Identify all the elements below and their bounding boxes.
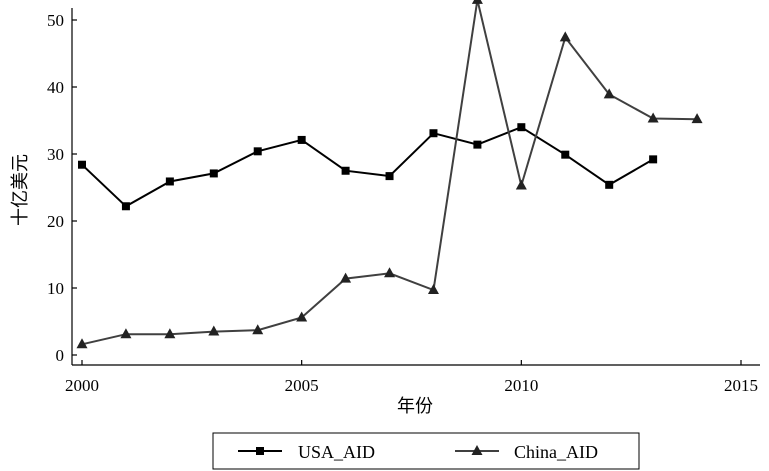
data-point bbox=[385, 172, 394, 181]
series-China_AID bbox=[76, 0, 703, 349]
data-point bbox=[427, 284, 439, 295]
axes bbox=[71, 8, 760, 366]
y-tick-label: 30 bbox=[47, 145, 64, 164]
data-point bbox=[515, 179, 527, 190]
series-USA_AID bbox=[78, 123, 658, 211]
data-point bbox=[341, 166, 350, 175]
data-point bbox=[649, 155, 658, 164]
data-point bbox=[561, 150, 570, 159]
data-point bbox=[691, 113, 703, 124]
data-point bbox=[78, 160, 86, 169]
data-point bbox=[559, 31, 571, 42]
data-point bbox=[473, 140, 482, 149]
data-point bbox=[605, 180, 614, 189]
y-tick-label: 10 bbox=[47, 279, 64, 298]
legend-usa-label: USA_AID bbox=[298, 442, 375, 462]
y-tick-label: 20 bbox=[47, 212, 64, 231]
data-point bbox=[121, 202, 130, 211]
y-ticks: 0 10 20 30 40 50 bbox=[47, 11, 77, 365]
series-line bbox=[81, 126, 654, 208]
legend-box bbox=[212, 432, 640, 470]
x-tick-label: 2015 bbox=[724, 376, 758, 395]
legend-china-marker bbox=[471, 445, 483, 455]
data-point bbox=[208, 325, 220, 336]
data-point bbox=[165, 177, 174, 186]
data-point bbox=[340, 272, 352, 283]
data-point bbox=[603, 88, 615, 99]
data-point bbox=[296, 311, 308, 322]
data-point bbox=[252, 324, 264, 335]
x-axis-label: 年份 bbox=[397, 396, 433, 416]
data-point bbox=[164, 328, 176, 339]
y-axis-label: 十亿美元 bbox=[10, 154, 30, 226]
data-point bbox=[647, 112, 659, 123]
data-point bbox=[297, 135, 306, 144]
x-tick-label: 2005 bbox=[285, 376, 319, 395]
y-tick-label: 40 bbox=[47, 78, 64, 97]
legend: USA_AID China_AID bbox=[212, 432, 640, 470]
data-point bbox=[429, 129, 438, 138]
data-point bbox=[120, 328, 132, 339]
y-tick-label: 0 bbox=[56, 346, 65, 365]
x-ticks: 2000 2005 2010 2015 bbox=[65, 360, 758, 395]
data-point bbox=[209, 169, 218, 178]
data-point bbox=[517, 123, 526, 132]
x-tick-label: 2000 bbox=[65, 376, 99, 395]
legend-china-label: China_AID bbox=[514, 442, 598, 462]
x-tick-label: 2010 bbox=[504, 376, 538, 395]
data-point bbox=[76, 338, 88, 349]
data-point bbox=[384, 267, 396, 278]
data-point bbox=[471, 0, 483, 4]
y-tick-label: 50 bbox=[47, 11, 64, 30]
series-layer bbox=[76, 0, 703, 349]
data-point bbox=[253, 147, 262, 156]
legend-usa-marker bbox=[256, 447, 264, 455]
